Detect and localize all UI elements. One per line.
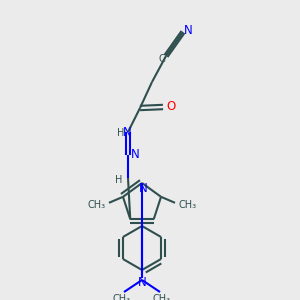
Text: H: H	[115, 175, 123, 185]
Text: N: N	[138, 277, 146, 290]
Text: CH₃: CH₃	[153, 294, 171, 300]
Text: CH₃: CH₃	[178, 200, 196, 210]
Text: CH₃: CH₃	[113, 294, 131, 300]
Text: N: N	[184, 25, 192, 38]
Text: O: O	[167, 100, 176, 113]
Text: N: N	[130, 148, 140, 161]
Text: N: N	[123, 127, 131, 140]
Text: H: H	[117, 128, 125, 138]
Text: C: C	[159, 54, 165, 64]
Text: CH₃: CH₃	[88, 200, 106, 210]
Text: N: N	[139, 182, 147, 196]
